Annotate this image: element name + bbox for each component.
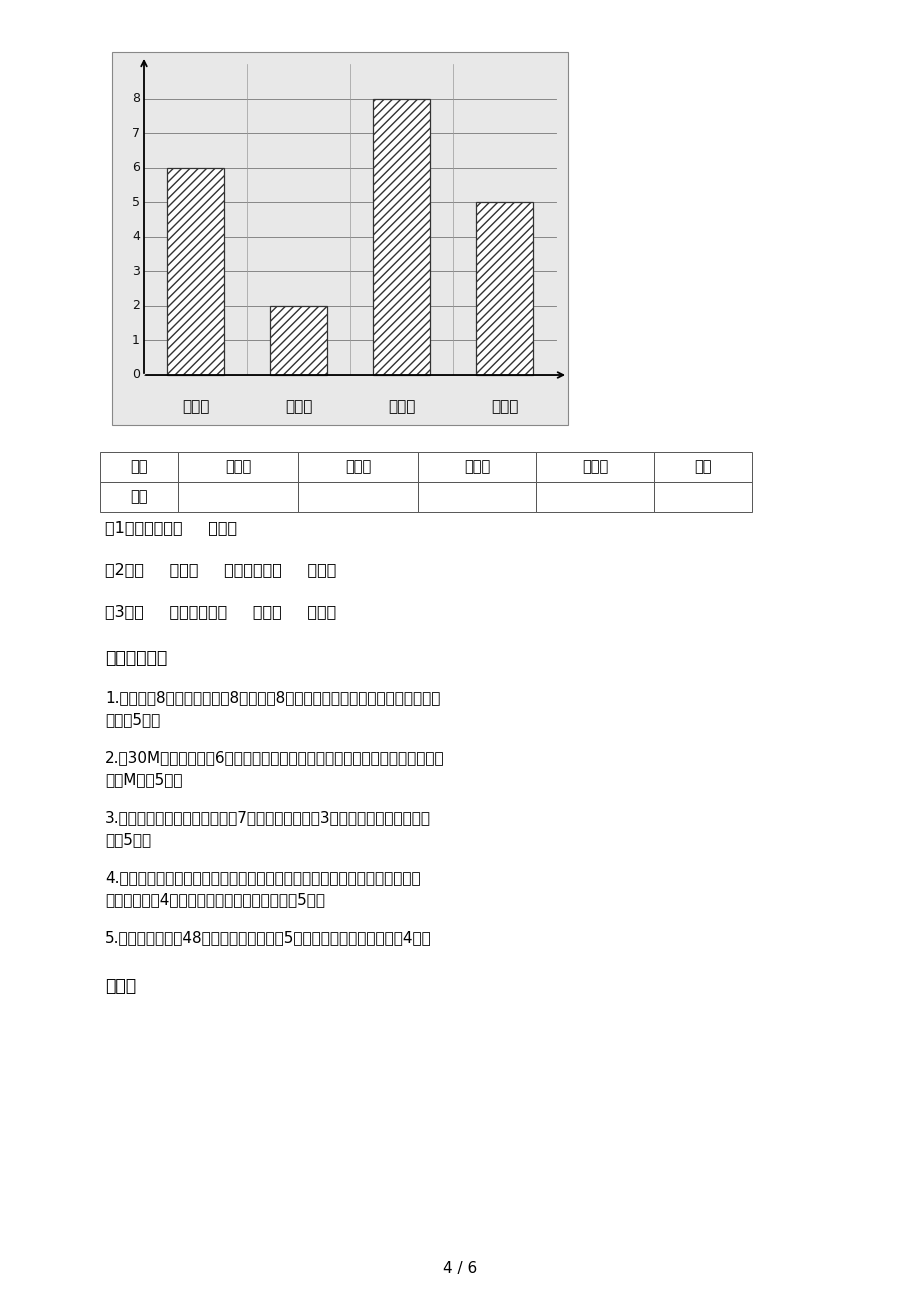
Text: 2.在30M长的路边种了6棵数，树与树之间距离相等。求每两棵树之间的距离是: 2.在30M长的路边种了6棵数，树与树之间距离相等。求每两棵树之间的距离是	[105, 750, 444, 766]
Text: 7: 7	[131, 126, 140, 139]
Bar	[112, 52, 567, 424]
Text: 合计: 合计	[694, 460, 711, 474]
Text: ？（5分）: ？（5分）	[105, 832, 151, 848]
Bar	[177, 452, 298, 482]
Text: 故事书: 故事书	[224, 460, 251, 474]
Text: 6: 6	[132, 161, 140, 174]
Bar	[177, 482, 298, 512]
Bar	[417, 482, 536, 512]
Text: 种类: 种类	[130, 460, 148, 474]
Text: 学？（5分）: 学？（5分）	[105, 712, 160, 728]
Bar	[298, 482, 417, 512]
Text: 4: 4	[132, 230, 140, 243]
Bar	[653, 482, 751, 512]
Text: 0: 0	[131, 368, 140, 381]
Bar	[536, 452, 653, 482]
Bar	[653, 452, 751, 482]
Text: 3: 3	[132, 264, 140, 277]
Text: 5.河里有鸭和鹅入48只，鸭子只数是鹅的5倍。鸭子和鹅各多少只？（4分）: 5.河里有鸭和鹅入48只，鸭子只数是鹅的5倍。鸭子和鹅各多少只？（4分）	[105, 931, 431, 945]
Bar	[536, 482, 653, 512]
Text: 4.熊爸爸买回的苹果又红又大，很快被熊妈妈吃了一半，小熊吃了剩下的苹果: 4.熊爸爸买回的苹果又红又大，很快被熊妈妈吃了一半，小熊吃了剩下的苹果	[105, 871, 420, 885]
Bar	[298, 452, 417, 482]
Text: 九、解决问题: 九、解决问题	[105, 648, 167, 667]
Text: 4 / 6: 4 / 6	[442, 1260, 477, 1276]
Text: 科技书: 科技书	[345, 460, 370, 474]
Bar	[167, 168, 223, 375]
Bar	[100, 452, 177, 482]
Text: 多少M？（5分）: 多少M？（5分）	[105, 772, 182, 788]
Text: 1.操场上有8个同学，又来了8个同学和8个女同学，现在操场上一共有多少个同: 1.操场上有8个同学，又来了8个同学和8个女同学，现在操场上一共有多少个同	[105, 690, 440, 706]
Bar	[270, 306, 326, 375]
Text: 科技书: 科技书	[285, 400, 312, 414]
Text: 漫画书: 漫画书	[581, 460, 607, 474]
Text: 连环画: 连环画	[388, 400, 414, 414]
Bar	[373, 99, 429, 375]
Text: 8: 8	[131, 92, 140, 105]
Text: 3.有一根木头，工人要把它锤扑7段，锤开一处需要3分钟，锤完要花多少时间: 3.有一根木头，工人要把它锤扑7段，锤开一处需要3分钟，锤完要花多少时间	[105, 811, 430, 825]
Bar	[100, 482, 177, 512]
Text: 的一半，还剁4个，这些苹果一共有多少个？（5分）: 的一半，还剁4个，这些苹果一共有多少个？（5分）	[105, 892, 324, 907]
Text: 1: 1	[132, 333, 140, 346]
Text: 漫画书: 漫画书	[490, 400, 517, 414]
Text: 附加题: 附加题	[105, 976, 136, 995]
Text: 5: 5	[131, 195, 140, 208]
Text: （2）（     ）比（     ）的本数多（     ）本。: （2）（ ）比（ ）的本数多（ ）本。	[105, 562, 336, 578]
Text: （1）每格代表（     ）本。: （1）每格代表（ ）本。	[105, 521, 237, 535]
Bar	[476, 202, 532, 375]
Text: （3）（     ）的本数是（     ）的（     ）倍。: （3）（ ）的本数是（ ）的（ ）倍。	[105, 604, 335, 620]
Text: 本数: 本数	[130, 490, 148, 504]
Text: 2: 2	[132, 299, 140, 312]
Text: 连环画: 连环画	[463, 460, 490, 474]
Bar	[417, 452, 536, 482]
Text: 故事书: 故事书	[182, 400, 209, 414]
